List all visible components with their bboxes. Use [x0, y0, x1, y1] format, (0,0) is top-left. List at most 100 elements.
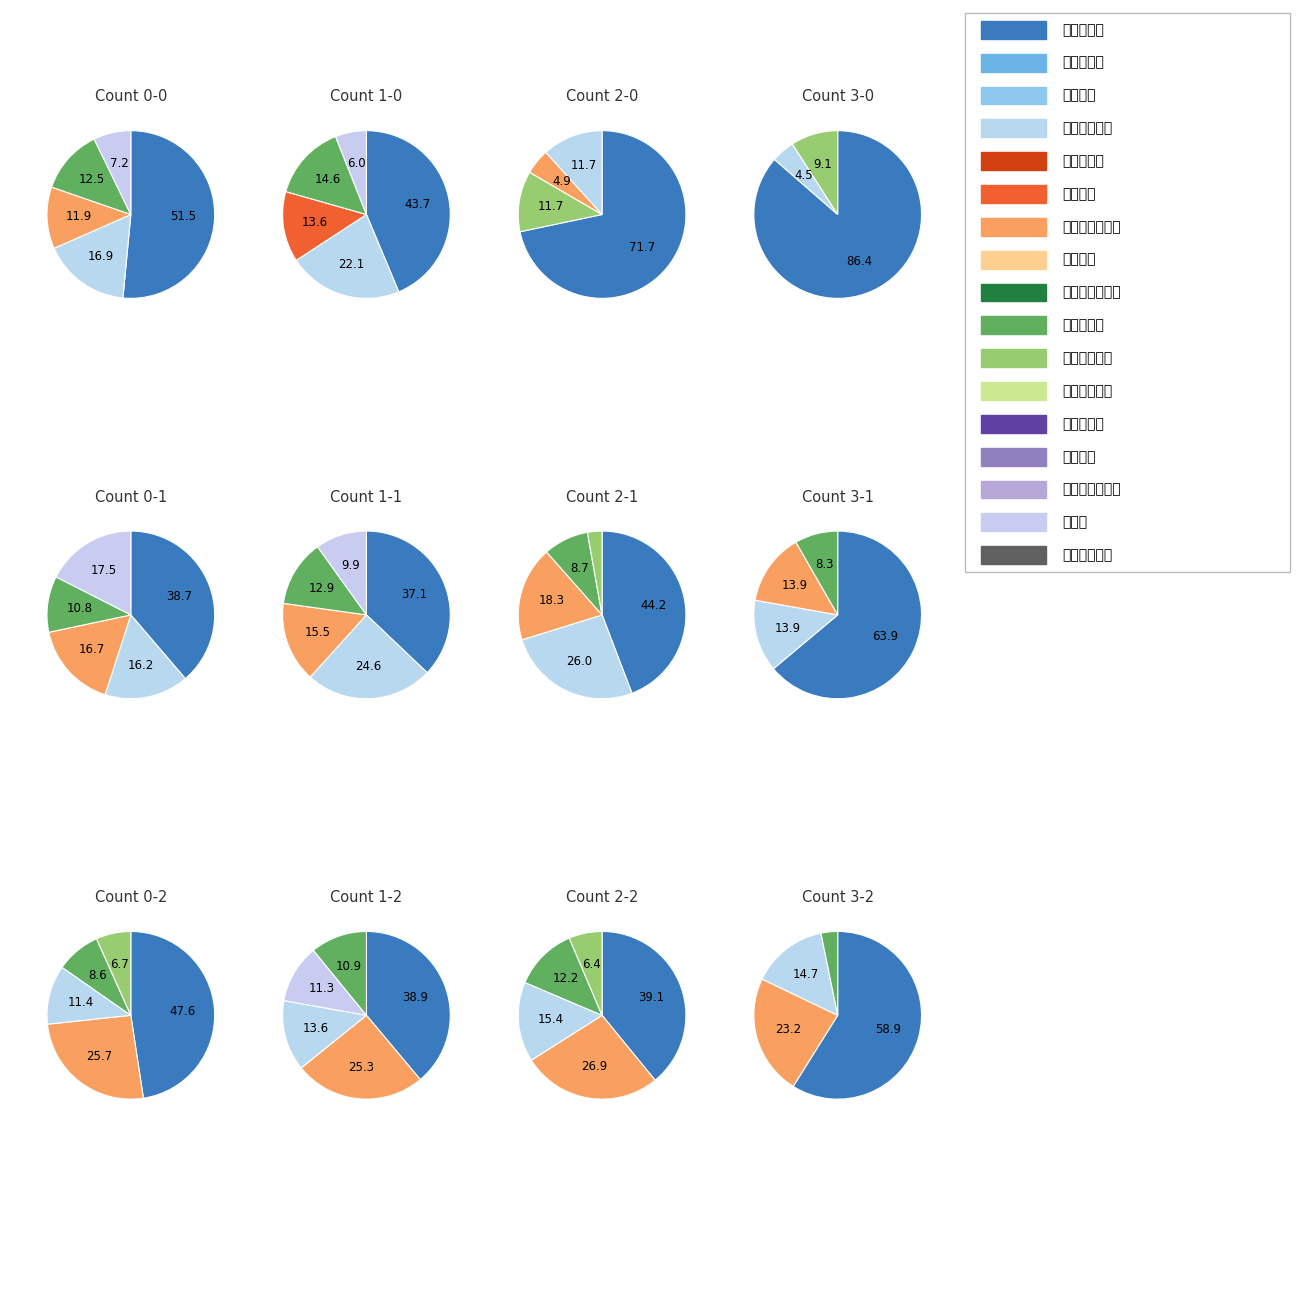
Wedge shape: [792, 131, 837, 214]
Text: 25.3: 25.3: [348, 1061, 374, 1074]
Wedge shape: [283, 547, 367, 615]
Wedge shape: [796, 532, 837, 615]
Text: 14.6: 14.6: [315, 173, 341, 186]
Wedge shape: [282, 1001, 367, 1067]
Wedge shape: [754, 131, 922, 298]
Text: 13.9: 13.9: [775, 621, 801, 634]
Text: 18.3: 18.3: [540, 594, 566, 607]
Text: 43.7: 43.7: [404, 198, 430, 211]
Text: 6.0: 6.0: [347, 157, 367, 170]
Text: 8.6: 8.6: [88, 968, 107, 982]
Text: 25.7: 25.7: [86, 1050, 112, 1063]
Wedge shape: [282, 191, 367, 260]
Wedge shape: [94, 131, 131, 214]
Text: 6.4: 6.4: [582, 958, 601, 971]
Text: カットボール: カットボール: [1062, 121, 1113, 135]
Title: Count 2-0: Count 2-0: [566, 90, 638, 104]
Wedge shape: [532, 1015, 655, 1098]
Bar: [982, 251, 1045, 269]
Title: Count 3-2: Count 3-2: [802, 891, 874, 905]
Wedge shape: [317, 532, 367, 615]
Wedge shape: [56, 532, 131, 615]
Text: 12.5: 12.5: [79, 173, 105, 186]
Text: 16.2: 16.2: [127, 659, 155, 672]
Wedge shape: [55, 214, 131, 298]
Text: 11.7: 11.7: [571, 160, 597, 173]
Text: スローカーブ: スローカーブ: [1062, 549, 1113, 562]
Title: Count 3-1: Count 3-1: [802, 490, 874, 504]
Title: Count 3-0: Count 3-0: [802, 90, 874, 104]
Text: 17.5: 17.5: [91, 564, 117, 577]
Text: 51.5: 51.5: [170, 211, 196, 224]
Text: 13.9: 13.9: [783, 578, 809, 592]
Wedge shape: [49, 615, 131, 694]
Text: スクリュー: スクリュー: [1062, 417, 1104, 430]
Text: 71.7: 71.7: [629, 240, 655, 254]
Bar: [982, 21, 1045, 39]
Text: 13.6: 13.6: [303, 1022, 329, 1035]
Text: 26.9: 26.9: [581, 1060, 607, 1072]
Text: 8.3: 8.3: [815, 558, 833, 571]
Text: フォーク: フォーク: [1062, 187, 1096, 202]
Text: シュート: シュート: [1062, 88, 1096, 103]
Wedge shape: [755, 542, 837, 615]
Text: 11.9: 11.9: [66, 211, 92, 224]
Wedge shape: [546, 532, 602, 615]
Wedge shape: [47, 577, 131, 632]
Text: 8.7: 8.7: [571, 562, 589, 575]
Wedge shape: [519, 552, 602, 640]
Bar: [982, 382, 1045, 400]
Wedge shape: [96, 932, 131, 1015]
Bar: [982, 316, 1045, 334]
Wedge shape: [523, 615, 632, 698]
Wedge shape: [47, 187, 131, 248]
Wedge shape: [47, 1015, 143, 1098]
Text: 39.1: 39.1: [638, 992, 664, 1005]
Wedge shape: [131, 932, 214, 1098]
Bar: [982, 87, 1045, 104]
Wedge shape: [602, 932, 686, 1080]
Wedge shape: [569, 932, 602, 1015]
Text: 16.9: 16.9: [87, 250, 113, 263]
Wedge shape: [775, 144, 837, 214]
Text: 10.8: 10.8: [66, 602, 92, 615]
Wedge shape: [820, 932, 837, 1015]
Text: 58.9: 58.9: [875, 1023, 901, 1036]
Text: 11.7: 11.7: [538, 200, 564, 213]
Bar: [982, 283, 1045, 302]
Text: スプリット: スプリット: [1062, 155, 1104, 168]
Wedge shape: [525, 939, 602, 1015]
Text: 23.2: 23.2: [775, 1023, 801, 1036]
Bar: [982, 185, 1045, 203]
Bar: [982, 218, 1045, 235]
Wedge shape: [588, 532, 602, 615]
Wedge shape: [124, 131, 214, 298]
Text: 47.6: 47.6: [169, 1005, 196, 1018]
Text: 縦スライダー: 縦スライダー: [1062, 351, 1113, 365]
Text: パワーカーブ: パワーカーブ: [1062, 384, 1113, 398]
Title: Count 1-1: Count 1-1: [330, 490, 403, 504]
Wedge shape: [519, 173, 602, 231]
Bar: [982, 447, 1045, 465]
Wedge shape: [602, 532, 686, 693]
Text: 高速スライダー: 高速スライダー: [1062, 286, 1121, 299]
Text: 13.6: 13.6: [302, 216, 328, 229]
Wedge shape: [311, 615, 428, 698]
Bar: [982, 152, 1045, 170]
Wedge shape: [367, 932, 450, 1079]
Wedge shape: [754, 979, 837, 1087]
Wedge shape: [283, 950, 367, 1015]
Wedge shape: [105, 615, 186, 698]
Wedge shape: [131, 532, 214, 679]
Text: 11.3: 11.3: [308, 983, 334, 996]
Wedge shape: [762, 933, 837, 1015]
Text: 4.5: 4.5: [794, 169, 812, 182]
Text: チェンジアップ: チェンジアップ: [1062, 220, 1121, 234]
Wedge shape: [52, 139, 131, 214]
Bar: [982, 481, 1045, 498]
Text: ツーシーム: ツーシーム: [1062, 56, 1104, 70]
Wedge shape: [286, 136, 367, 214]
Wedge shape: [367, 131, 450, 292]
Bar: [982, 120, 1045, 138]
Title: Count 1-0: Count 1-0: [330, 90, 403, 104]
